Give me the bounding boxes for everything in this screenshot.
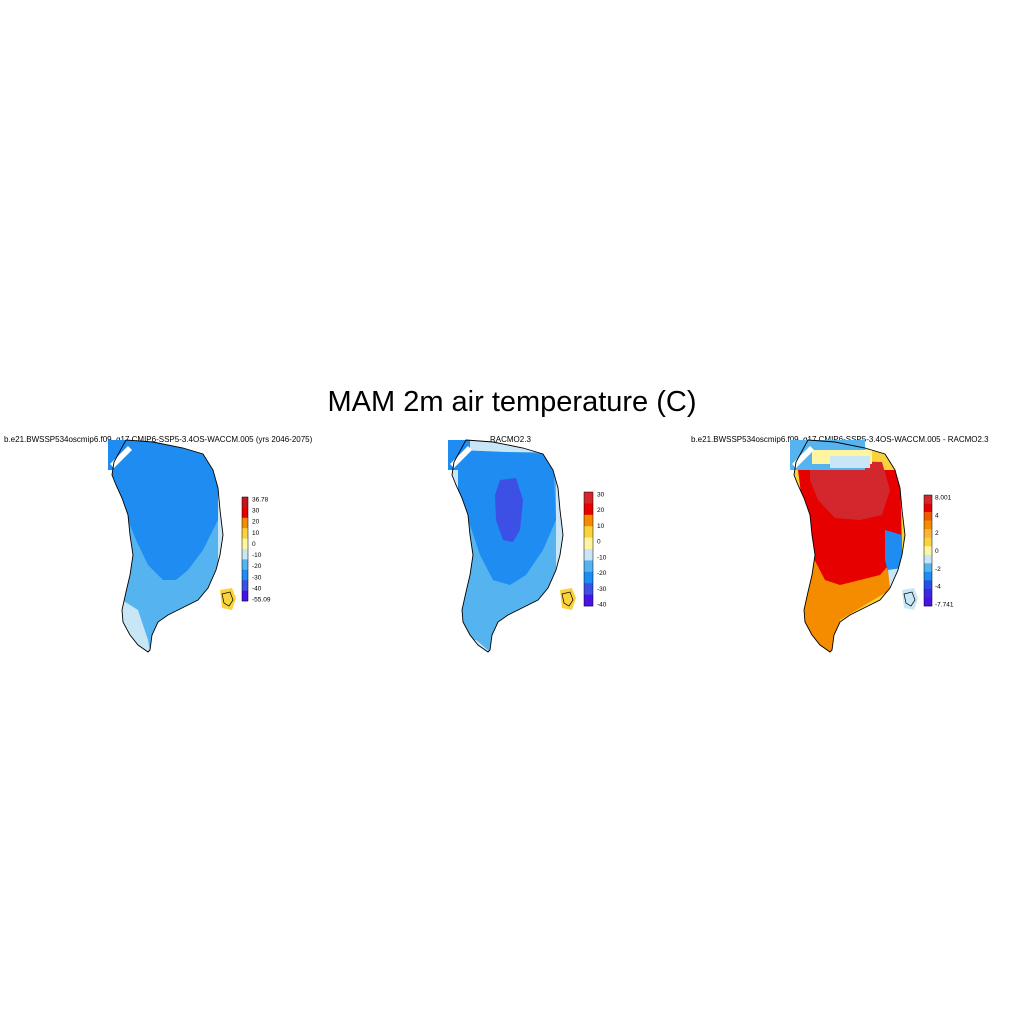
- colorbar-swatch: [242, 590, 248, 602]
- colorbar-swatch: [924, 529, 932, 538]
- iceland-patch: [560, 588, 576, 610]
- colorbar-tick-label: 30: [597, 492, 605, 499]
- colorbar-swatch: [584, 560, 593, 573]
- colorbar-tick-label: 30: [252, 508, 260, 515]
- colorbar-tick-label: -10: [597, 554, 607, 561]
- map-panel-model: [108, 439, 236, 653]
- colorbar-swatch: [242, 528, 248, 539]
- colorbar-tick-label: 0: [935, 548, 939, 555]
- iceland-outline: [221, 591, 234, 607]
- map-panel-diff: [790, 439, 918, 653]
- colorbar-swatch: [242, 580, 248, 591]
- colorbar-swatch: [924, 563, 932, 573]
- colorbar-swatch: [242, 559, 248, 571]
- colorbar-swatch: [584, 492, 593, 504]
- colorbar-tick-label: 4: [935, 512, 939, 519]
- nw-white-strip: [792, 446, 814, 468]
- field-coast-cool: [122, 600, 150, 652]
- map-panel-racmo: [448, 439, 576, 653]
- colorbar-tick-label: -55.09: [252, 597, 271, 604]
- colorbar-swatch: [924, 571, 932, 581]
- colorbar-swatch: [242, 507, 248, 519]
- nw-white-strip: [450, 446, 472, 468]
- colorbar-swatch: [584, 594, 593, 607]
- field-south: [464, 596, 510, 652]
- colorbar-swatch: [924, 495, 932, 504]
- colorbar-tick-label: 0: [252, 541, 256, 548]
- nw-white-strip: [110, 446, 132, 468]
- colorbar-tick-label: 20: [597, 507, 605, 514]
- field-east-blue: [885, 530, 902, 580]
- colorbar-swatch: [584, 537, 593, 550]
- colorbar-tick-label: 0: [597, 539, 601, 546]
- panel-title-diff: b.e21.BWSSP534oscmip6.f09_g17.CMIP6-SSP5…: [691, 435, 989, 444]
- colorbar-swatch: [584, 514, 593, 527]
- colorbar-tick-label: -40: [252, 585, 262, 592]
- field-darkred: [810, 460, 890, 520]
- colorbar-tick-label: -2: [935, 566, 941, 573]
- colorbar-swatch: [584, 526, 593, 538]
- colorbar-swatch: [584, 549, 593, 561]
- colorbar-tick-label: 20: [252, 519, 260, 526]
- colorbar-tick-label: 10: [252, 530, 260, 537]
- colorbar-tick-label: -40: [597, 602, 607, 609]
- colorbar-tick-label: -10: [252, 552, 262, 559]
- colorbar-tick-label: -4: [935, 584, 941, 591]
- colorbar-tick-label: -20: [252, 563, 262, 570]
- colorbar-swatch: [924, 546, 932, 556]
- colorbar-tick-label: -20: [597, 570, 607, 577]
- colorbar-swatch: [924, 512, 932, 521]
- colorbar-tick-label: 8.001: [935, 495, 952, 502]
- panel-title-racmo: RACMO2.3: [490, 435, 531, 444]
- colorbar-swatch: [242, 497, 248, 508]
- colorbar-swatch: [924, 597, 932, 607]
- colorbar-swatch: [242, 517, 248, 529]
- colorbar-swatch: [924, 580, 932, 590]
- colorbar-swatch: [242, 569, 248, 581]
- iceland-outline: [903, 591, 916, 607]
- colorbar-tick-label: 10: [597, 523, 605, 530]
- iceland-outline: [561, 591, 574, 607]
- colorbar-swatch: [924, 537, 932, 547]
- colorbar-swatch: [924, 588, 932, 598]
- colorbar-racmo: 30 20 10 0 -10 -20 -30 -40: [583, 491, 607, 609]
- panel-title-model: b.e21.BWSSP534oscmip6.f09_g17.CMIP6-SSP5…: [4, 435, 313, 444]
- figure-title: MAM 2m air temperature (C): [327, 386, 697, 418]
- colorbar-tick-label: 36.78: [252, 497, 269, 504]
- colorbar-swatch: [584, 503, 593, 516]
- field-ring-inner: [140, 460, 200, 568]
- colorbar-swatch: [924, 554, 932, 564]
- iceland-patch: [220, 588, 236, 610]
- colorbar-diff: 8.001 4 2 0 -2 -4 -7.741: [923, 494, 954, 609]
- colorbar-swatch: [584, 583, 593, 595]
- colorbar-tick-label: 2: [935, 530, 939, 537]
- colorbar-border: [241, 496, 249, 602]
- colorbar-swatch: [242, 538, 248, 550]
- colorbar-swatch: [242, 549, 248, 560]
- colorbar-swatch: [924, 520, 932, 530]
- colorbar-swatch: [584, 571, 593, 584]
- colorbar-model: 36.78 30 20 10 0 -10 -20 -30 -40 -55.09: [241, 496, 271, 604]
- colorbar-tick-label: -30: [597, 586, 607, 593]
- iceland-patch: [902, 588, 918, 610]
- colorbar-tick-label: -7.741: [935, 602, 954, 609]
- colorbar-border: [583, 491, 594, 607]
- colorbar-tick-label: -30: [252, 574, 262, 581]
- colorbar-border: [923, 494, 933, 607]
- colorbar-swatch: [924, 503, 932, 513]
- north-strip-lightblue: [830, 456, 870, 468]
- field-summit: [495, 478, 523, 542]
